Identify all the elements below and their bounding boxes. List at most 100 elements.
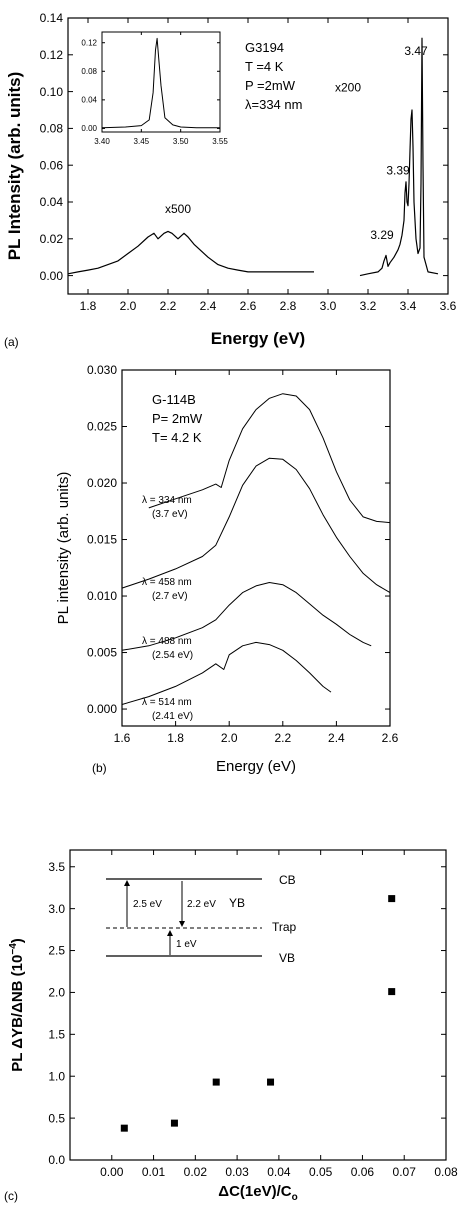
- panel-a-ylabel: PL Intensity (arb. units): [5, 72, 24, 261]
- panel-a-xtick-label: 1.8: [80, 299, 97, 313]
- panel-b-series-labels: λ = 334 nm (3.7 eV) λ = 458 nm (2.7 eV) …: [142, 495, 193, 722]
- panel-b-series-line-4: [121, 641, 332, 705]
- transition-2-5ev: 2.5 eV: [133, 899, 162, 910]
- panel-c-xtick-label: 0.05: [309, 1165, 333, 1179]
- panel-a-info-line-3: P =2mW: [245, 78, 296, 93]
- panel-a-xtick-label: 3.2: [360, 299, 377, 313]
- inset-ytick-label: 0.08: [81, 67, 97, 76]
- transition-1ev: 1 eV: [176, 939, 197, 950]
- inset-ytick-label: 0.04: [81, 96, 97, 105]
- series-label-458: λ = 458 nm: [142, 577, 192, 588]
- panel-a-ytick-label: 0.14: [40, 11, 64, 25]
- panel-c-xlabel-sub: o: [292, 1192, 298, 1203]
- panel-b-xtick-label: 1.6: [114, 731, 131, 745]
- panel-c-ytick-label: 1.5: [48, 1028, 65, 1042]
- panel-a: 1.8 2.0 2.2 2.4 2.6 2.8 3.0 3.2 3.4 3.6 0.00 0.02 0.…: [4, 11, 457, 349]
- panel-b-info-line-2: P= 2mW: [152, 411, 203, 426]
- inset-xtick-label: 3.45: [134, 137, 150, 146]
- panel-a-info-line-2: T =4 K: [245, 59, 284, 74]
- panel-c-xtick-label: 0.00: [100, 1165, 124, 1179]
- data-point: [267, 1078, 275, 1086]
- level-yb-label: YB: [229, 896, 245, 910]
- panel-b-axis-ticks: 1.6 1.8 2.0 2.2 2.4 2.6 0.000 0.005 0.010 0.015 0.…: [87, 363, 399, 745]
- level-trap-label: Trap: [272, 920, 297, 934]
- panel-b-ytick-label: 0.015: [87, 533, 117, 547]
- panel-a-ytick-label: 0.10: [40, 85, 64, 99]
- panel-c-xtick-label: 0.04: [267, 1165, 291, 1179]
- inset-axis-ticks: 3.40 3.45 3.50 3.55 0.00 0.04 0.08 0.12: [81, 32, 228, 146]
- panel-b-ytick-label: 0.030: [87, 363, 117, 377]
- panel-b-series-line-1: [148, 393, 391, 524]
- annotation-label: 3.39: [386, 163, 410, 177]
- panel-c-label: (c): [4, 1189, 18, 1203]
- panel-c-ylabel-main: PL ΔYB/ΔNB (10: [9, 955, 26, 1072]
- data-point: [170, 1119, 178, 1127]
- panel-c-ytick-label: 2.0: [48, 986, 65, 1000]
- panel-b-xtick-label: 2.6: [382, 731, 399, 745]
- panel-b-info-line-1: G-114B: [152, 392, 196, 407]
- panel-a-inset: 3.40 3.45 3.50 3.55 0.00 0.04 0.08 0.12: [81, 31, 228, 146]
- panel-c-xlabel: ΔC(1eV)/Co: [218, 1183, 297, 1203]
- panel-a-axis-ticks: 1.8 2.0 2.2 2.4 2.6 2.8 3.0 3.2 3.4 3.6 0.00 0.02 0.…: [40, 11, 457, 313]
- panel-b-xtick-label: 2.2: [274, 731, 291, 745]
- level-vb-label: VB: [279, 951, 295, 965]
- panel-a-ytick-label: 0.08: [40, 122, 64, 136]
- panel-b-xtick-label: 2.0: [221, 731, 238, 745]
- inset-xtick-label: 3.55: [212, 137, 228, 146]
- panel-c-ytick-label: 1.0: [48, 1069, 65, 1083]
- level-cb-label: CB: [279, 873, 296, 887]
- panel-b-ytick-label: 0.005: [87, 646, 117, 660]
- panel-a-ytick-label: 0.04: [40, 195, 64, 209]
- panel-b-frame: [121, 369, 391, 727]
- panel-b-ytick-label: 0.000: [87, 702, 117, 716]
- panel-a-ytick-label: 0.06: [40, 158, 64, 172]
- energy-level-diagram: 2.5 eV 2.2 eV 1 eV CB YB Trap VB: [106, 873, 297, 965]
- annotation-label: 3.29: [370, 228, 394, 242]
- series-label-514: λ = 514 nm: [142, 697, 192, 708]
- panel-b-series-line-2: [121, 457, 391, 594]
- panel-c-ylabel-sup: −4: [8, 943, 19, 955]
- panel-c-xtick-label: 0.06: [351, 1165, 375, 1179]
- panel-b-ytick-label: 0.020: [87, 476, 117, 490]
- panel-c-xtick-label: 0.07: [393, 1165, 417, 1179]
- series-label-458-ev: (2.7 eV): [152, 591, 188, 602]
- panel-a-xtick-label: 3.0: [320, 299, 337, 313]
- panel-a-ytick-label: 0.12: [40, 48, 64, 62]
- inset-series: [101, 37, 220, 129]
- panel-c-xtick-label: 0.03: [225, 1165, 249, 1179]
- panel-a-frame: [67, 17, 449, 295]
- panel-a-info-line-4: λ=334 nm: [245, 97, 302, 112]
- panel-c-ytick-label: 3.5: [48, 860, 65, 874]
- panel-a-xtick-label: 3.6: [440, 299, 457, 313]
- panel-a-xtick-label: 2.4: [200, 299, 217, 313]
- inset-xtick-label: 3.50: [173, 137, 189, 146]
- annotation-label: x500: [165, 202, 191, 216]
- panel-c-ylabel: PL ΔYB/ΔNB (10−4): [8, 938, 26, 1072]
- panel-c-xlabel-main: ΔC(1eV)/C: [218, 1183, 291, 1200]
- panel-a-series-line-2: [359, 37, 439, 277]
- inset-ytick-label: 0.12: [81, 39, 97, 48]
- panel-a-info-line-1: G3194: [245, 40, 284, 55]
- data-point: [212, 1078, 220, 1086]
- panel-b-xtick-label: 1.8: [167, 731, 184, 745]
- panel-b-series-line-3: [121, 582, 372, 651]
- annotation-label: x200: [335, 81, 361, 95]
- panel-a-annotations: x500 x200 3.47 3.39 3.29: [165, 44, 428, 242]
- panel-a-xtick-label: 3.4: [400, 299, 417, 313]
- panel-a-ytick-label: 0.02: [40, 232, 64, 246]
- panel-c-axis-ticks: 0.00 0.01 0.02 0.03 0.04 0.05 0.06 0.07 0.08 0.0 0…: [48, 850, 458, 1179]
- panel-c-xtick-label: 0.08: [434, 1165, 458, 1179]
- panel-b-xlabel: Energy (eV): [216, 758, 296, 775]
- data-point: [388, 988, 396, 996]
- series-label-488: λ = 488 nm: [142, 636, 192, 647]
- panel-b-info-line-3: T= 4.2 K: [152, 430, 202, 445]
- series-label-514-ev: (2.41 eV): [152, 711, 193, 722]
- panel-a-info: G3194 T =4 K P =2mW λ=334 nm: [245, 40, 302, 112]
- arrow-2-5ev-head: [124, 880, 130, 886]
- panel-a-xtick-label: 2.6: [240, 299, 257, 313]
- panel-b-ytick-label: 0.025: [87, 420, 117, 434]
- arrow-1ev-head: [167, 930, 173, 936]
- panel-a-series: [67, 37, 439, 277]
- panel-a-xlabel: Energy (eV): [211, 329, 305, 348]
